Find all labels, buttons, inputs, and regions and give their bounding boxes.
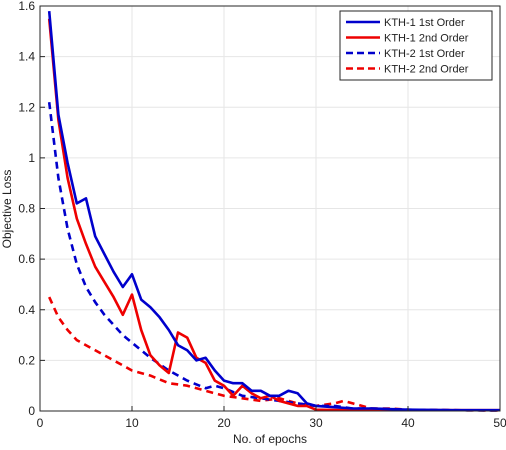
y-tick-label: 0.2 [18,353,35,367]
legend-entry: KTH-2 1st Order [384,48,465,60]
y-tick-label: 1 [28,151,35,165]
y-tick-label: 1.4 [18,50,35,64]
x-tick-label: 10 [125,416,139,430]
x-tick-label: 0 [37,416,44,430]
series-line-kth-1-2nd-order [47,18,500,412]
x-tick-label: 20 [217,416,231,430]
x-tick-label: 30 [309,416,323,430]
series-lines [47,10,501,412]
y-axis-label: Objective Loss [0,170,14,249]
y-tick-labels: 0 0.2 0.4 0.6 0.8 1 1.2 1.4 1.6 [18,0,35,418]
y-tick-label: 1.6 [18,0,35,13]
y-tick-label: 0.4 [18,303,35,317]
legend-entry: KTH-1 2nd Order [384,33,469,45]
legend: KTH-1 1st Order KTH-1 2nd Order KTH-2 1st … [339,10,493,81]
x-tick-label: 40 [401,416,415,430]
x-axis-label: No. of epochs [233,432,307,446]
y-tick-label: 0 [28,404,35,418]
series-line-kth-1-1st-order [47,10,500,412]
y-tick-label: 0.8 [18,202,35,216]
series-line-kth-2-2nd-order [48,296,501,412]
y-tick-label: 0.6 [18,252,35,266]
x-tick-labels: 0 10 20 30 40 50 [37,416,506,430]
legend-entry: KTH-2 2nd Order [384,64,469,76]
tick-marks [39,5,501,412]
x-tick-label: 50 [493,416,506,430]
y-tick-label: 1.2 [18,100,35,114]
legend-entry: KTH-1 1st Order [384,17,465,29]
